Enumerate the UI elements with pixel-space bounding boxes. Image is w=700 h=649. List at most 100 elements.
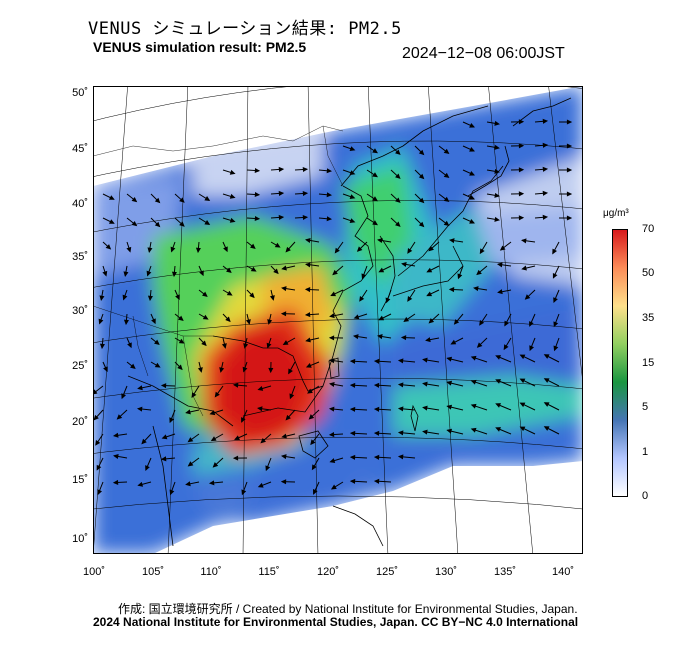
wind-arrowhead (543, 378, 550, 383)
wind-arrowhead (326, 168, 333, 174)
wind-arrowhead (543, 426, 550, 431)
wind-arrowhead (529, 321, 534, 327)
wind-arrowhead (395, 173, 401, 179)
wind-arrowhead (146, 270, 152, 277)
wind-arrowhead (334, 247, 340, 254)
wind-arrowhead (312, 489, 318, 495)
wind-arrowhead (494, 144, 500, 150)
wind-arrowhead (311, 464, 317, 471)
lat-label-15: 15˚ (72, 474, 88, 486)
wind-arrowhead (199, 270, 204, 277)
wind-arrowhead (377, 238, 383, 244)
wind-arrowhead (254, 167, 261, 174)
wind-arrowhead (349, 382, 356, 388)
lon-label-110: 110˚ (200, 566, 222, 578)
wind-arrowhead (349, 218, 356, 223)
wind-arrowhead (328, 406, 335, 412)
wind-arrowhead (373, 358, 380, 364)
colorbar-tick-70: 70 (642, 223, 655, 235)
lat-label-40: 40˚ (72, 198, 88, 210)
lat-label-30: 30˚ (72, 305, 88, 317)
coastlines (127, 97, 572, 547)
wind-arrowhead (349, 358, 356, 364)
colorbar-tick-50: 50 (642, 267, 655, 279)
wind-arrowhead (242, 366, 248, 373)
wind-arrowhead (160, 383, 167, 389)
wind-arrowhead (175, 294, 180, 301)
wind-arrowhead (428, 245, 434, 252)
wind-arrowhead (305, 337, 311, 343)
wind-arrowhead (305, 363, 312, 368)
wind-arrowhead (504, 320, 510, 327)
wind-arrowhead (137, 481, 144, 487)
wind-arrowhead (308, 414, 315, 420)
wind-arrowhead (281, 286, 287, 292)
wind-arrowhead (154, 362, 161, 368)
wind-arrowhead (302, 190, 309, 197)
wind-arrowhead (470, 379, 477, 385)
wind-arrowhead (428, 318, 435, 324)
wind-arrowhead (349, 478, 356, 484)
wind-arrowhead (112, 479, 119, 485)
wind-arrowhead (426, 267, 433, 273)
colorbar-tick-1: 1 (642, 446, 649, 458)
wind-arrowhead (97, 489, 103, 496)
wind-arrowhead (495, 379, 501, 384)
wind-arrowhead (147, 295, 153, 302)
wind-arrowhead (130, 363, 136, 369)
wind-arrowhead (326, 192, 333, 198)
wind-arrowhead (105, 244, 112, 250)
wind-arrowhead (418, 197, 425, 204)
wind-arrowhead (495, 427, 501, 432)
wind-arrowhead (552, 248, 557, 255)
wind-arrowhead (356, 246, 363, 252)
wind-arrowhead (397, 406, 404, 412)
wind-arrowhead (542, 118, 549, 124)
wind-arrowhead (267, 319, 273, 325)
wind-arrowhead (469, 122, 475, 128)
wind-arrowhead (495, 403, 501, 408)
wind-arrowhead (281, 433, 287, 439)
wind-arrowhead (169, 489, 175, 496)
timestamp: 2024−12−08 06:00JST (402, 45, 565, 62)
wind-arrowhead (446, 428, 453, 434)
wind-arrowhead (112, 432, 119, 438)
wind-arrowhead (302, 166, 309, 173)
lat-label-10: 10˚ (72, 533, 88, 545)
wind-arrowhead (154, 197, 161, 204)
wind-arrowhead (403, 316, 410, 322)
wind-arrowhead (123, 271, 129, 277)
wind-arrowhead (397, 430, 404, 436)
wind-arrowhead (495, 355, 501, 360)
colorbar-tick-0: 0 (642, 490, 649, 502)
wind-arrowhead (281, 265, 287, 271)
wind-arrowhead (476, 269, 482, 276)
wind-arrowhead (219, 367, 225, 373)
wind-arrowhead (131, 196, 138, 203)
wind-arrowhead (373, 382, 380, 388)
title-english: VENUS simulation result: PM2.5 (93, 39, 307, 55)
wind-arrowhead (361, 273, 367, 280)
wind-arrowhead (353, 314, 360, 320)
wind-arrowhead (422, 405, 428, 411)
wind-arrowhead (209, 410, 216, 416)
borders (93, 125, 344, 417)
wind-arrowhead (260, 437, 266, 444)
wind-vectors (93, 118, 573, 496)
wind-arrowhead (473, 286, 479, 292)
wind-arrowhead (494, 168, 500, 174)
wind-arrowhead (229, 169, 236, 175)
wind-arrowhead (123, 319, 129, 326)
wind-arrowhead (443, 220, 450, 227)
wind-arrowhead (281, 454, 287, 460)
wind-arrowhead (518, 119, 525, 125)
wind-arrowhead (469, 194, 475, 200)
wind-arrowhead (288, 368, 293, 375)
wind-arrowhead (449, 238, 455, 244)
wind-arrowhead (553, 321, 559, 328)
wind-arrowhead (179, 221, 185, 227)
title-japanese: VENUS シミュレーション結果: PM2.5 (88, 19, 402, 39)
wind-arrowhead (422, 429, 428, 435)
wind-arrowhead (418, 173, 425, 180)
wind-arrowhead (518, 215, 525, 221)
